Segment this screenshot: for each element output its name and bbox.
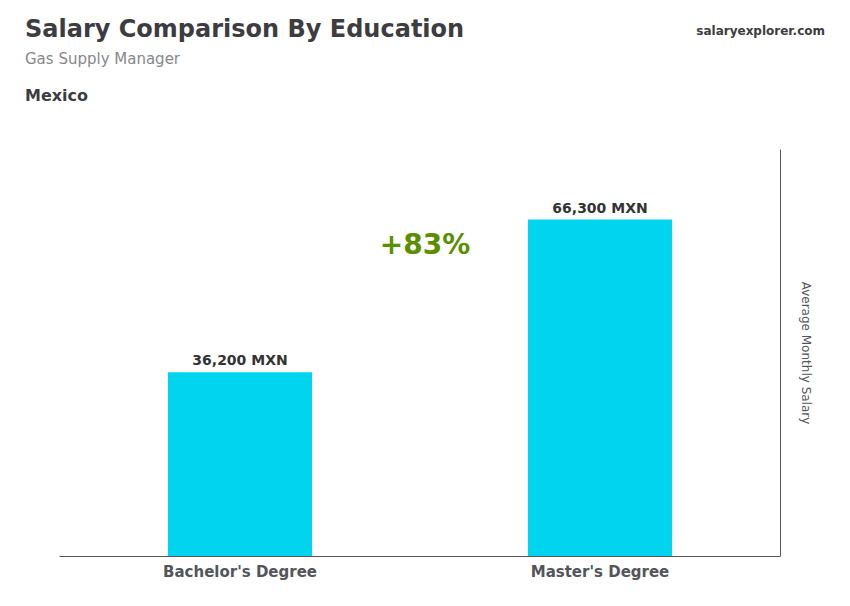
svg-text:Master's Degree: Master's Degree [531, 563, 670, 581]
svg-text:Salary Comparison By Education: Salary Comparison By Education [25, 15, 464, 43]
svg-text:+83%: +83% [380, 228, 470, 261]
svg-text:Mexico: Mexico [25, 86, 88, 105]
svg-text:36,200 MXN: 36,200 MXN [192, 352, 287, 368]
svg-text:66,300 MXN: 66,300 MXN [552, 200, 647, 216]
svg-text:Gas Supply Manager: Gas Supply Manager [25, 50, 181, 68]
svg-text:salaryexplorer.com: salaryexplorer.com [696, 24, 825, 38]
svg-text:Average Monthly Salary: Average Monthly Salary [799, 282, 813, 425]
svg-text:Bachelor's Degree: Bachelor's Degree [163, 563, 317, 581]
